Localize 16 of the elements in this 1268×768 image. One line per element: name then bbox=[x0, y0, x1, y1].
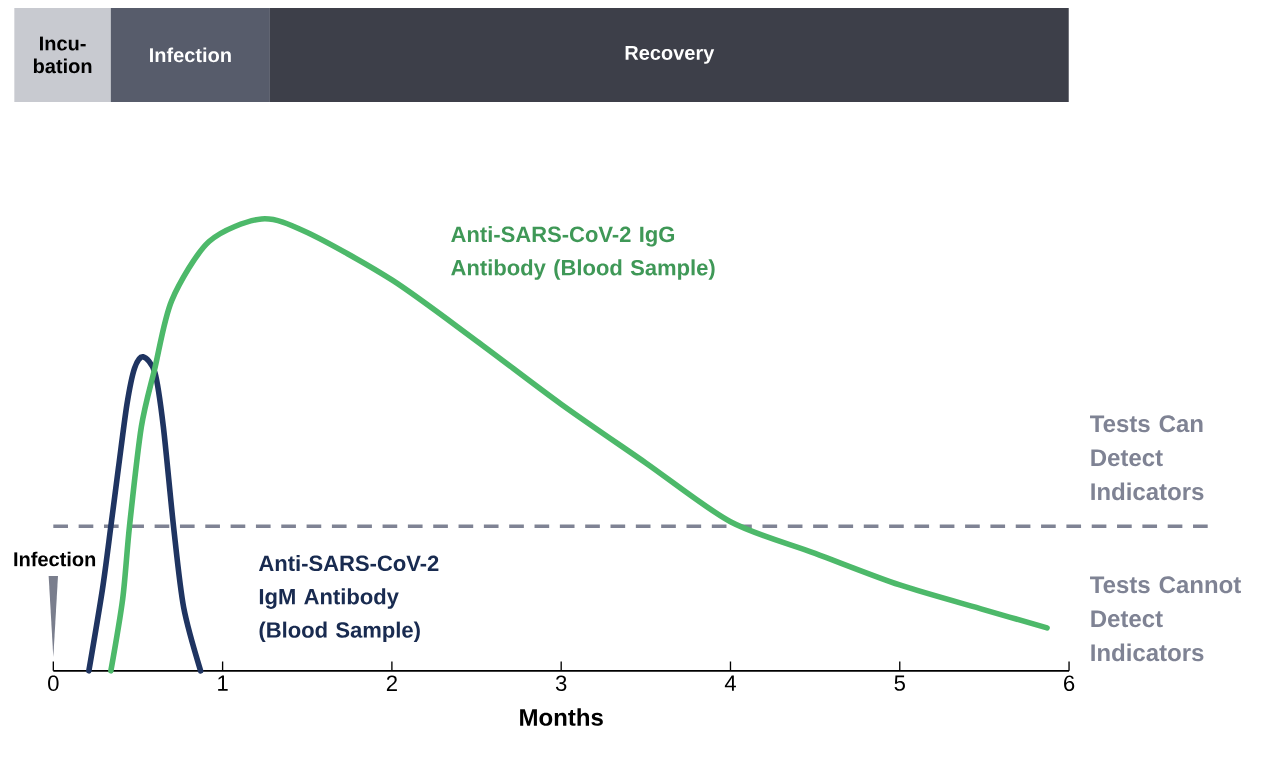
x-tick-label: 5 bbox=[894, 675, 905, 691]
text: Tests Cannot Detect Indicators bbox=[1090, 576, 1241, 662]
x-tick-label: 2 bbox=[386, 675, 397, 691]
annotation: Infection bbox=[14, 551, 96, 567]
ref-line-label: Tests Can Detect Indicators bbox=[1090, 415, 1204, 501]
x-axis-title: Months bbox=[520, 708, 603, 726]
x-tick-label: 1 bbox=[218, 675, 228, 691]
series-label: Anti-SARS-CoV-2 IgG Antibody (Blood Sample) bbox=[451, 226, 715, 280]
x-tick-label: 6 bbox=[1064, 675, 1075, 692]
text: Anti-SARS-CoV-2 IgM Antibody (Blood Sample) bbox=[258, 555, 439, 643]
series-label: Incu-bation bbox=[33, 36, 92, 74]
x-tick-label: 0 bbox=[48, 675, 59, 692]
x-tick-label: 4 bbox=[724, 675, 736, 691]
series-label: Recovery bbox=[625, 46, 715, 64]
series-label: Infection bbox=[150, 47, 231, 63]
x-tick-label: 3 bbox=[555, 675, 567, 692]
